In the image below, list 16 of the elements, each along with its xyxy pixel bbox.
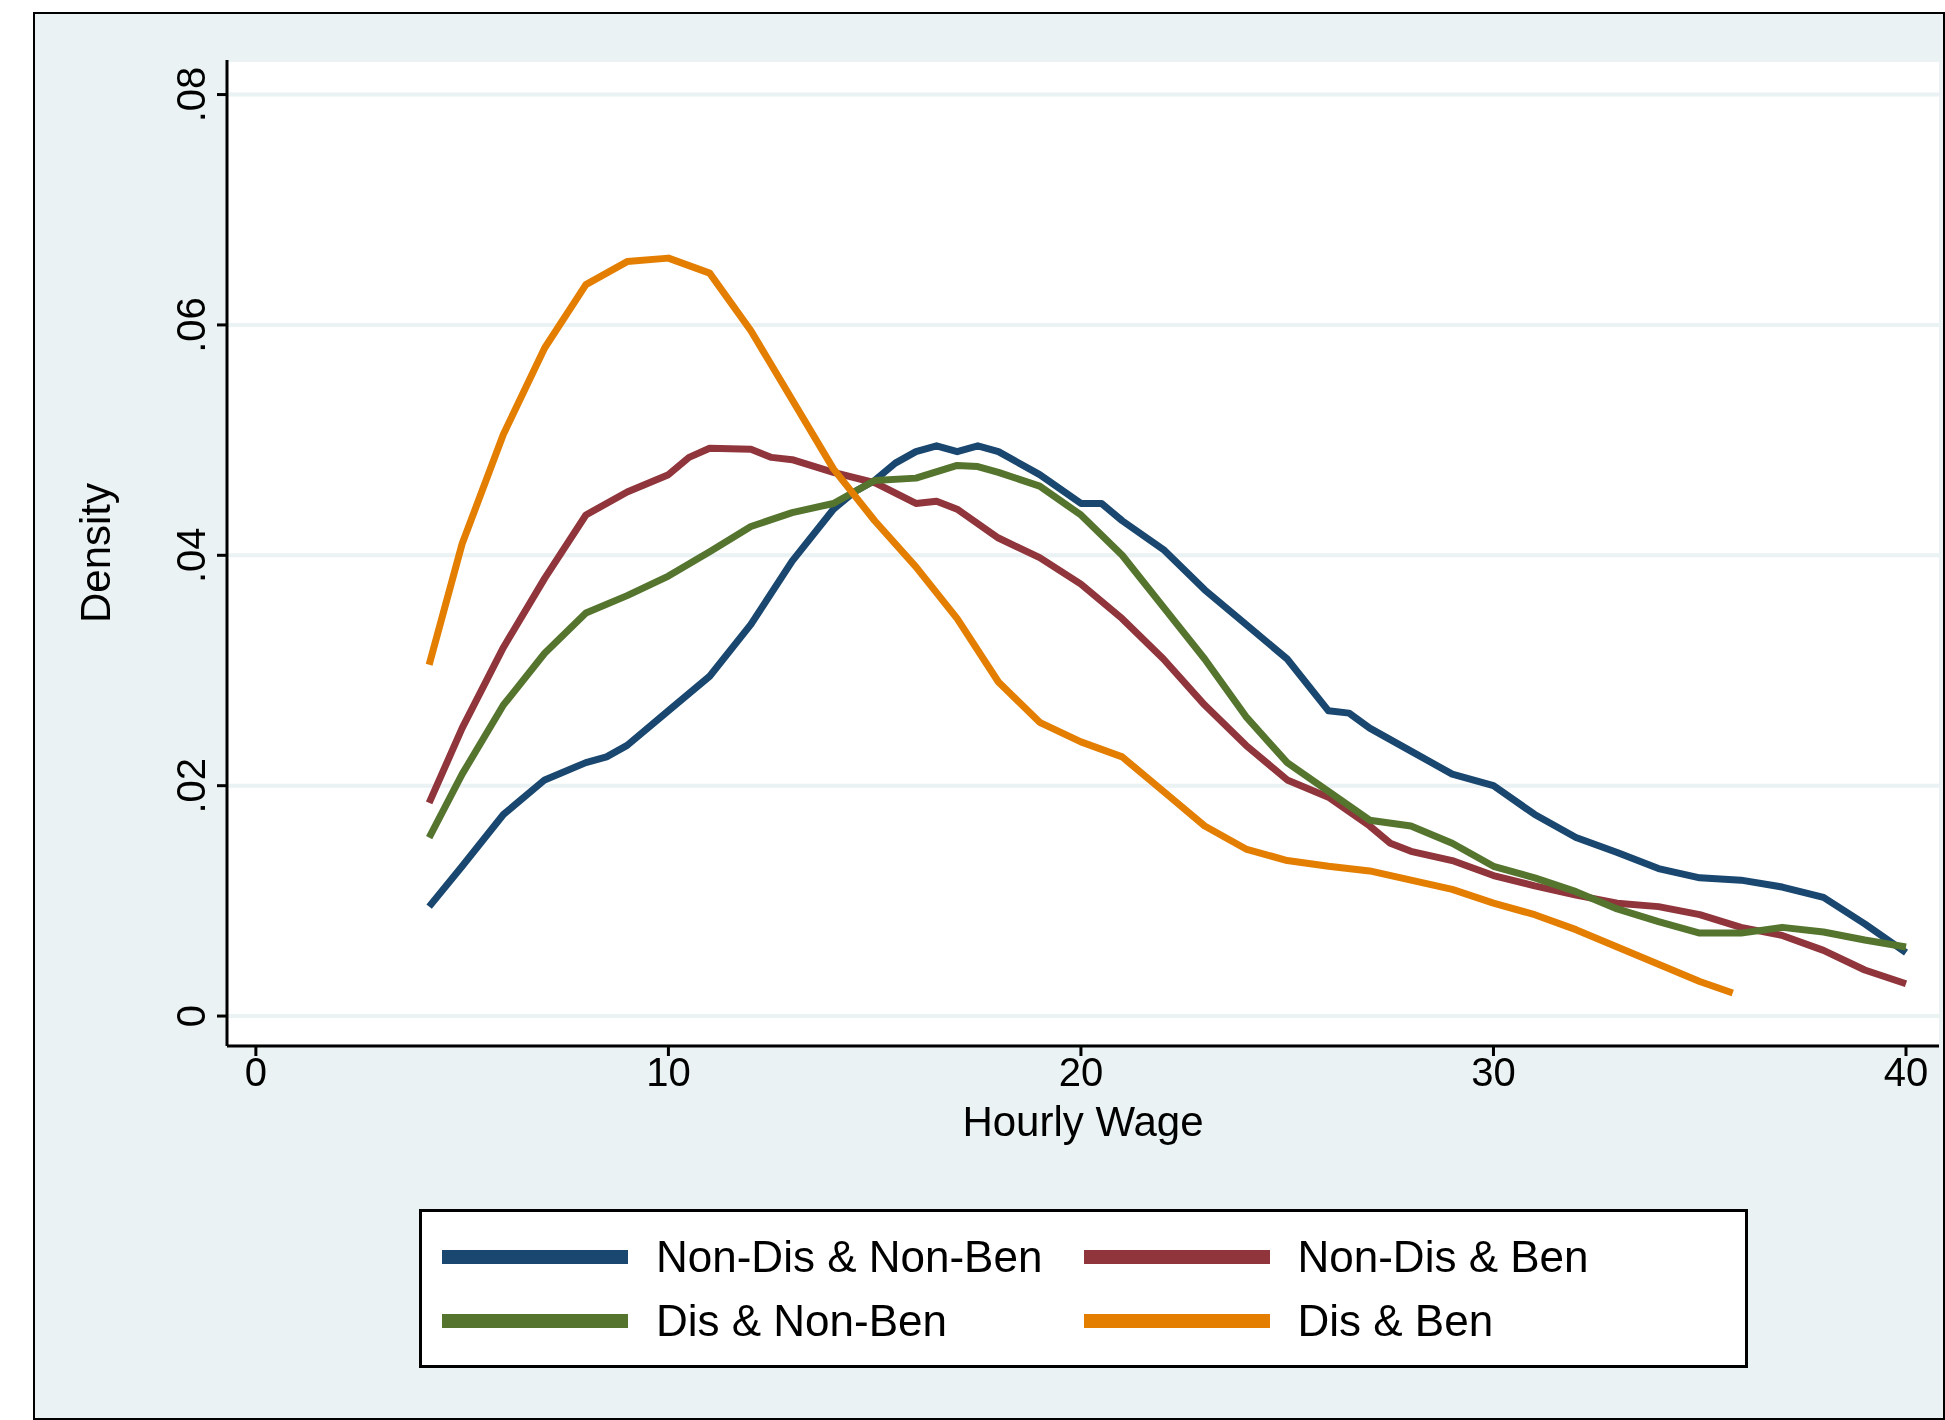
legend-label: Dis & Non-Ben: [656, 1295, 948, 1346]
y-tick-label: 0: [169, 1004, 213, 1028]
y-tick-label: .06: [169, 297, 213, 353]
x-tick-label: 20: [1058, 1050, 1104, 1095]
x-tick-label: 10: [646, 1050, 691, 1095]
legend-label: Non-Dis & Non-Ben: [656, 1231, 1043, 1282]
y-tick-label: .04: [169, 527, 213, 584]
y-tick-label: .08: [169, 66, 213, 123]
x-tick-label: 40: [1883, 1050, 1929, 1095]
x-tick-label: 30: [1471, 1050, 1516, 1095]
x-axis-title: Hourly Wage: [962, 1098, 1204, 1145]
y-tick-label: .02: [169, 757, 213, 814]
legend-label: Dis & Ben: [1297, 1295, 1494, 1346]
legend-label: Non-Dis & Ben: [1297, 1231, 1589, 1282]
x-tick-label: 0: [244, 1050, 267, 1095]
y-axis-title: Density: [71, 482, 119, 624]
